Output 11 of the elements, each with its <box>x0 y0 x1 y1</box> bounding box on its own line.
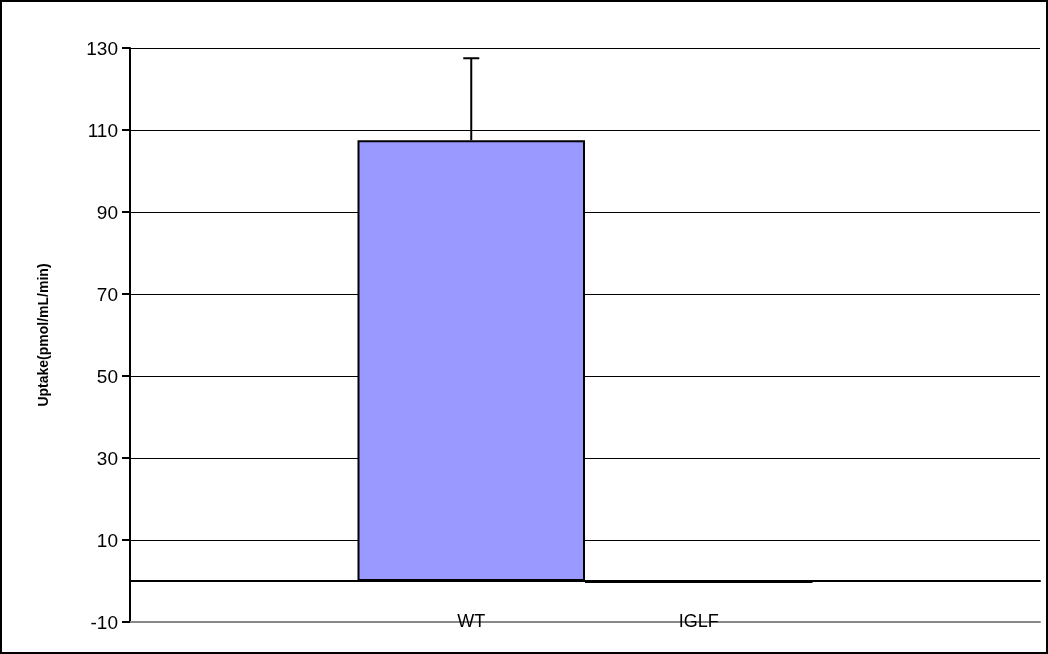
x-tick-label: WT <box>457 611 486 631</box>
x-tick-label: IGLF <box>678 611 719 631</box>
y-tick-label: -10 <box>90 611 118 633</box>
y-tick-label: 130 <box>86 37 118 59</box>
y-tick-label: 70 <box>96 283 118 305</box>
y-tick-label: 30 <box>96 447 118 469</box>
y-tick-label: 90 <box>96 201 118 223</box>
y-tick-label: 110 <box>87 119 118 141</box>
y-tick-label: 10 <box>96 529 118 551</box>
y-tick-label: 50 <box>96 365 118 387</box>
y-axis-title: Uptake(pmol/mL/min) <box>35 263 51 407</box>
